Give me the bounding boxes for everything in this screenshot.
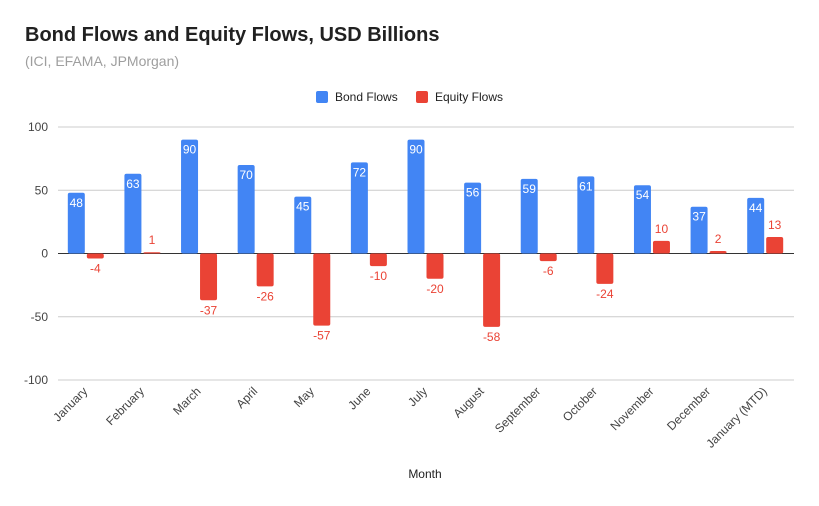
- x-tick-label: January (MTD): [703, 384, 769, 450]
- x-tick-label: February: [103, 384, 147, 428]
- equity-flows-bar: [256, 253, 274, 287]
- bond-flows-bar: [577, 176, 595, 254]
- x-tick-label: December: [664, 384, 713, 433]
- equity-flows-data-label: 10: [655, 222, 669, 236]
- bond-flows-bar: [633, 185, 651, 254]
- bond-flows-bar: [747, 197, 765, 254]
- bond-flows-data-label: 56: [466, 186, 480, 200]
- bond-flows-data-label: 44: [749, 201, 763, 215]
- equity-flows-data-label: 13: [768, 218, 782, 232]
- bond-flows-bar: [181, 139, 199, 254]
- equity-flows-bar: [200, 253, 218, 301]
- legend-label-bond-flows: Bond Flows: [335, 90, 398, 104]
- equity-flows-data-label: -10: [370, 269, 388, 283]
- bond-flows-data-label: 90: [183, 143, 197, 157]
- equity-flows-bar: [483, 253, 501, 327]
- bond-flows-bar: [350, 162, 368, 254]
- bond-flows-bar: [237, 164, 255, 254]
- equity-flows-data-label: -37: [200, 303, 218, 317]
- x-tick-label: June: [345, 384, 374, 413]
- x-tick-label: March: [170, 384, 203, 417]
- bond-flows-bar: [67, 192, 85, 254]
- legend-swatch-equity-flows: [416, 91, 428, 103]
- equity-flows-bar: [426, 253, 444, 279]
- bond-flows-data-label: 59: [523, 182, 537, 196]
- grid-lines: [58, 126, 794, 381]
- legend-label-equity-flows: Equity Flows: [435, 90, 503, 104]
- bond-flows-data-label: 37: [692, 210, 706, 224]
- x-tick-label: July: [405, 384, 430, 409]
- equity-flows-bar: [596, 253, 614, 284]
- bond-flows-bar: [407, 139, 425, 254]
- x-axis-title: Month: [408, 467, 441, 481]
- equity-flows-bar: [143, 252, 161, 254]
- x-tick-label: September: [492, 384, 543, 435]
- bond-flows-bar: [464, 182, 482, 254]
- equity-flows-data-label: -20: [426, 282, 444, 296]
- data-labels: 48 63 90 70 45 72 90 56 59 61 54 37 44 -4 1 -37 -26 -57 -1…: [70, 143, 782, 344]
- equity-flows-bar: [369, 253, 387, 267]
- equity-flows-data-label: -4: [90, 262, 101, 276]
- bond-flows-data-label: 48: [70, 196, 84, 210]
- bond-flows-data-label: 61: [579, 179, 593, 193]
- bond-flows-bar: [124, 173, 142, 254]
- bond-flows-data-label: 45: [296, 200, 310, 214]
- equity-flows-bar: [652, 240, 670, 254]
- equity-flows-data-label: -57: [313, 329, 331, 343]
- y-tick-label: -100: [24, 373, 48, 387]
- x-tick-label: October: [560, 384, 600, 424]
- equity-flows-bar: [313, 253, 331, 326]
- equity-flows-data-label: -6: [543, 264, 554, 278]
- bond-flows-bar: [690, 206, 708, 254]
- equity-flows-data-label: -26: [256, 289, 274, 303]
- bond-flows-bar: [294, 196, 312, 254]
- chart-subtitle: (ICI, EFAMA, JPMorgan): [25, 53, 180, 69]
- y-tick-label: -50: [31, 310, 49, 324]
- x-tick-label: April: [233, 384, 260, 411]
- y-tick-label: 50: [35, 183, 49, 197]
- bond-flows-data-label: 54: [636, 188, 650, 202]
- equity-flows-bar: [766, 237, 784, 254]
- bars: [67, 139, 784, 327]
- chart-title: Bond Flows and Equity Flows, USD Billion…: [25, 24, 440, 46]
- x-tick-label: August: [450, 384, 487, 421]
- bond-flows-data-label: 72: [353, 165, 367, 179]
- x-tick-label: November: [608, 384, 657, 433]
- x-tick-label: January: [50, 384, 90, 424]
- bond-flows-data-label: 90: [409, 143, 423, 157]
- x-tick-label: May: [291, 384, 317, 410]
- equity-flows-bar: [709, 250, 727, 254]
- bond-flows-data-label: 63: [126, 177, 140, 191]
- y-tick-label: 100: [28, 120, 48, 134]
- equity-flows-data-label: 1: [149, 233, 156, 247]
- legend: Bond Flows Equity Flows: [316, 90, 503, 104]
- equity-flows-bar: [539, 253, 557, 262]
- legend-swatch-bond-flows: [316, 91, 328, 103]
- equity-flows-data-label: 2: [715, 232, 722, 246]
- bond-flows-bar: [520, 178, 538, 254]
- equity-flows-data-label: -24: [596, 287, 614, 301]
- y-tick-label: 0: [41, 247, 48, 261]
- equity-flows-data-label: -58: [483, 330, 501, 344]
- equity-flows-bar: [86, 253, 104, 259]
- bond-flows-data-label: 70: [239, 168, 253, 182]
